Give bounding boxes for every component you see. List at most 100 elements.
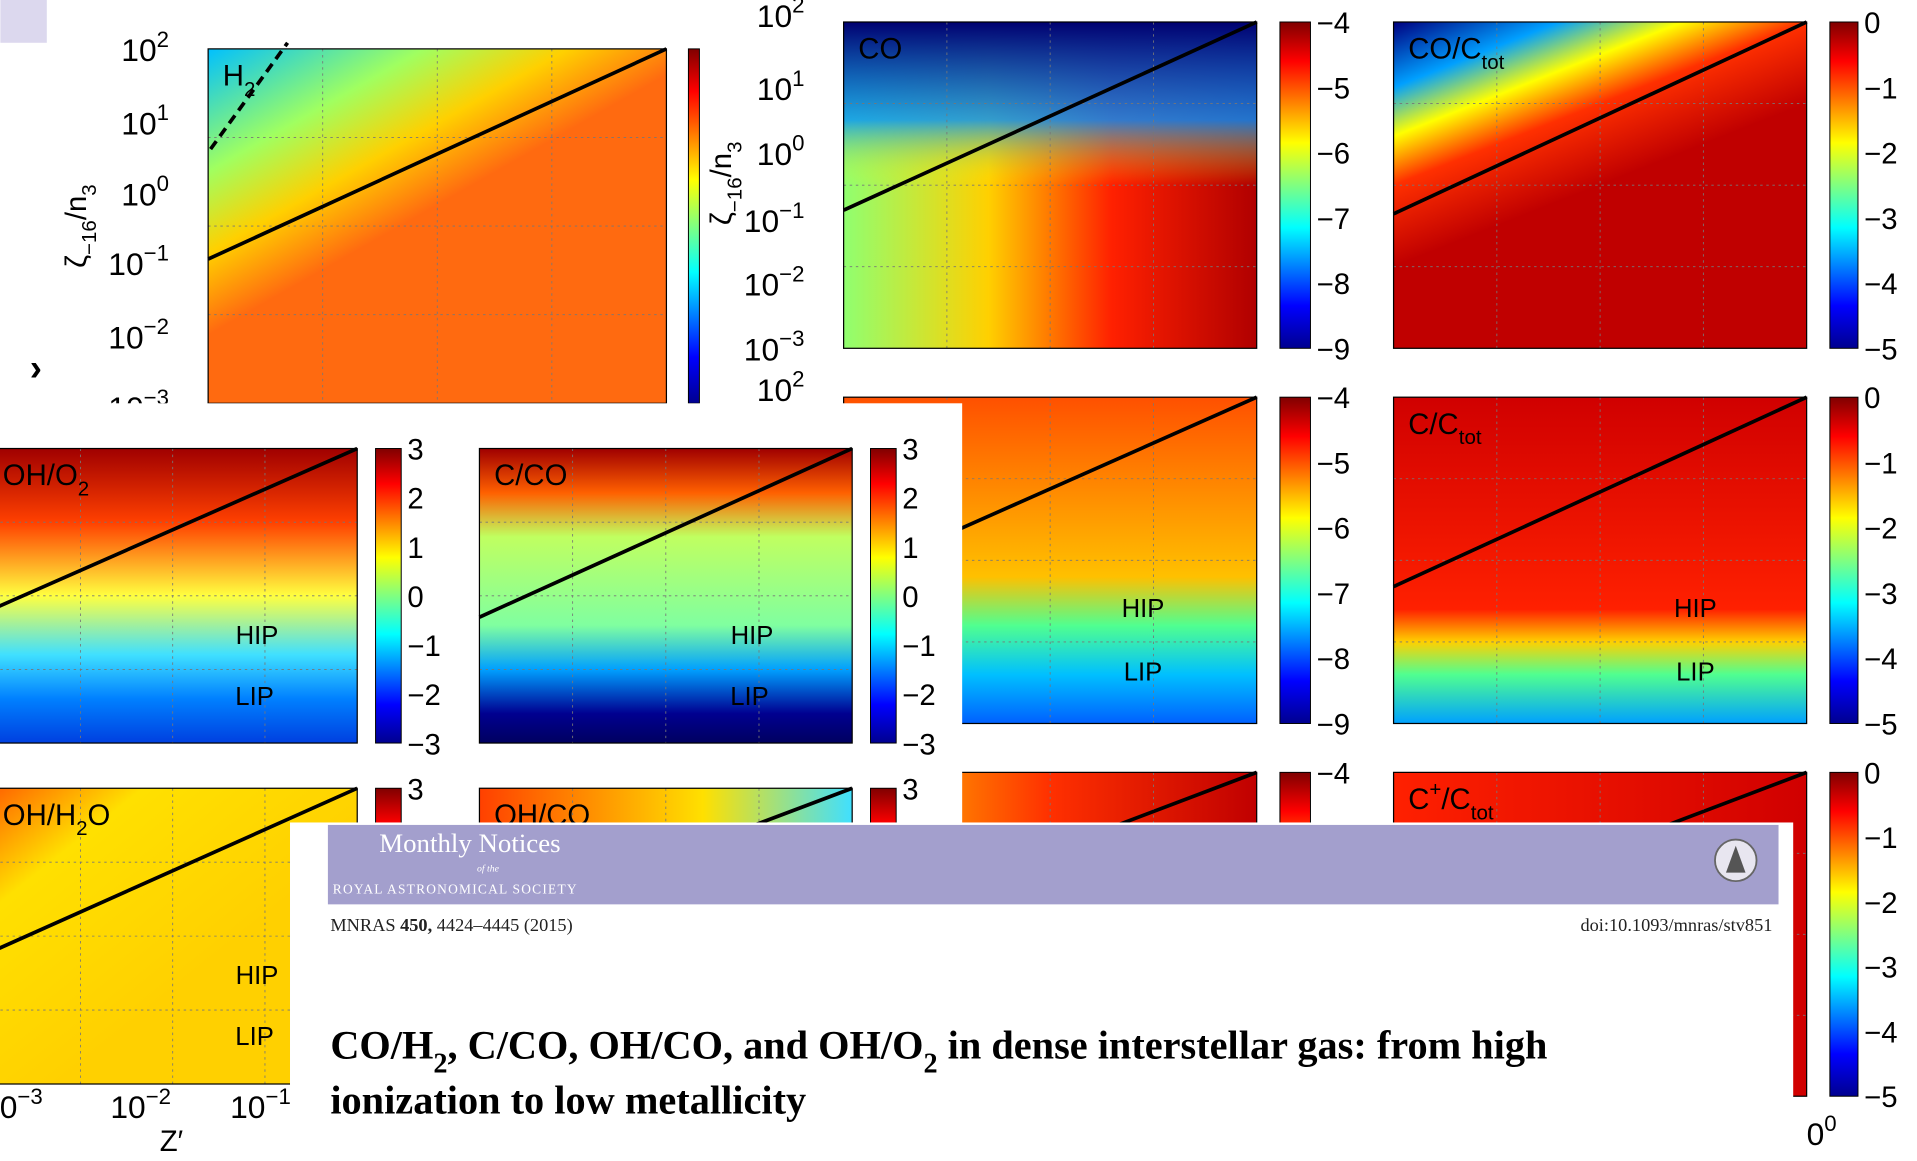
colorbar-tick-label: −4 xyxy=(1317,7,1350,40)
colorbar-tick-label: −8 xyxy=(1317,268,1350,301)
region-label: HIP xyxy=(731,622,774,650)
text-part: tot xyxy=(1482,51,1505,74)
text-part: tot xyxy=(1459,426,1482,449)
y-tick-label: 102 xyxy=(757,0,805,34)
text-part: −1 xyxy=(265,1084,290,1109)
colorbar-tick-label: −5 xyxy=(1864,708,1897,741)
text-part: 10 xyxy=(757,372,792,408)
text-part: 2 xyxy=(76,817,87,840)
region-label: LIP xyxy=(1124,659,1163,687)
journal-name: Monthly Notices xyxy=(379,828,560,858)
colorbar-tick-label: −5 xyxy=(1317,72,1350,105)
colorbar-tick-label: −1 xyxy=(1864,72,1897,105)
colorbar-tick-label: 2 xyxy=(902,483,918,516)
region-label: HIP xyxy=(1674,595,1717,623)
text-part: H xyxy=(223,60,244,93)
text-part: /n xyxy=(60,196,93,220)
y-tick-label: 10−2 xyxy=(108,314,169,355)
text-part: CO/H xyxy=(330,1022,433,1067)
text-part: −2 xyxy=(144,314,169,339)
text-part: 10 xyxy=(757,0,792,34)
colorbar-tick-label: 1 xyxy=(902,532,918,565)
screenshot: H210210110010−110−210−3ζ−16/n3CO10210110… xyxy=(0,0,1917,1161)
region-label: LIP xyxy=(235,683,274,711)
text-part: CO/C xyxy=(1408,33,1481,66)
nav-arrow[interactable]: › xyxy=(30,347,42,388)
text-part: 10 xyxy=(108,246,143,282)
colorbar-tick-label: −3 xyxy=(1864,952,1897,985)
text-part: CO xyxy=(858,33,902,66)
colorbar-tick-label: −7 xyxy=(1317,203,1350,236)
colorbar xyxy=(1830,397,1858,723)
region-label: LIP xyxy=(1676,659,1715,687)
colorbar-tick-label: −9 xyxy=(1317,708,1350,741)
text-part: 10 xyxy=(744,203,779,239)
y-tick-label: 10−3 xyxy=(744,326,805,367)
text-part: Z′ xyxy=(160,1125,183,1158)
colorbar xyxy=(376,449,402,744)
text-part: 4424–4445 (2015) xyxy=(432,915,573,936)
journal-society: ROYAL ASTRONOMICAL SOCIETY xyxy=(333,881,578,896)
doi: doi:10.1093/mnras/stv851 xyxy=(1580,915,1772,935)
text-part: −16 xyxy=(723,177,746,212)
text-part: 3 xyxy=(723,141,746,152)
text-part: 2 xyxy=(157,27,169,52)
y-axis-label: ζ−16/n3 xyxy=(705,141,746,225)
x-tick-label: 00 xyxy=(1807,1111,1837,1152)
colorbar xyxy=(1830,772,1858,1096)
region-label: HIP xyxy=(236,622,279,650)
colorbar-tick-label: −1 xyxy=(1864,447,1897,480)
text-part: ζ xyxy=(60,255,93,268)
panel-title: CO xyxy=(858,33,902,66)
text-part: 10 xyxy=(121,176,156,212)
text-part: C/C xyxy=(1408,408,1459,441)
text-part: −16 xyxy=(78,220,101,255)
y-tick-label: 10−1 xyxy=(744,198,805,239)
text-part: 2 xyxy=(923,1048,937,1079)
colorbar-tick-label: 1 xyxy=(407,532,423,565)
text-part: −3 xyxy=(779,326,804,351)
colorbar-tick-label: −5 xyxy=(1317,447,1350,480)
colorbar-tick-label: −2 xyxy=(1864,138,1897,171)
colorbar-tick-label: −3 xyxy=(407,728,440,761)
text-part: 2 xyxy=(433,1048,447,1079)
text-part: /n xyxy=(705,153,738,177)
text-part: + xyxy=(1429,778,1441,801)
y-tick-label: 100 xyxy=(121,171,169,212)
text-part: 10 xyxy=(757,136,792,172)
text-part: in dense interstellar gas: from high xyxy=(938,1022,1548,1067)
y-tick-label: 101 xyxy=(757,66,805,107)
colorbar-tick-label: −1 xyxy=(407,630,440,663)
colorbar-tick-label: −5 xyxy=(1864,333,1897,366)
colorbar-tick-label: −4 xyxy=(1317,757,1350,790)
colorbar-tick-label: −2 xyxy=(1864,513,1897,546)
colorbar-tick-label: −2 xyxy=(407,679,440,712)
text-part: 2 xyxy=(792,367,804,392)
text-part: 10 xyxy=(757,71,792,107)
text-part: OH/H xyxy=(3,799,76,832)
region-label: HIP xyxy=(1122,595,1165,623)
text-part: 10 xyxy=(230,1089,265,1125)
colorbar-tick-label: 0 xyxy=(1864,7,1880,40)
y-axis-label: ζ−16/n3 xyxy=(60,184,101,268)
text-part: 10 xyxy=(108,319,143,355)
colorbar-tick-label: −2 xyxy=(1864,887,1897,920)
text-part: 3 xyxy=(78,184,101,195)
text-part: 0 xyxy=(1824,1111,1836,1136)
colorbar-tick-label: −3 xyxy=(1864,578,1897,611)
colorbar-tick-label: 2 xyxy=(407,483,423,516)
colorbar-tick-label: −9 xyxy=(1317,333,1350,366)
text-part: ζ xyxy=(705,212,738,225)
colorbar-tick-label: −5 xyxy=(1864,1081,1897,1114)
text-part: C xyxy=(1408,783,1429,816)
colorbar-tick-label: −3 xyxy=(1864,203,1897,236)
text-part: 10 xyxy=(744,267,779,303)
colorbar-tick-label: −6 xyxy=(1317,513,1350,546)
y-tick-label: 102 xyxy=(121,27,169,68)
text-part: 0 xyxy=(792,131,804,156)
text-part: 1 xyxy=(792,66,804,91)
y-tick-label: 10−2 xyxy=(744,261,805,302)
colorbar-tick-label: −1 xyxy=(1864,822,1897,855)
text-part: 0 xyxy=(1807,1116,1825,1152)
colorbar-tick-label: 0 xyxy=(407,581,423,614)
